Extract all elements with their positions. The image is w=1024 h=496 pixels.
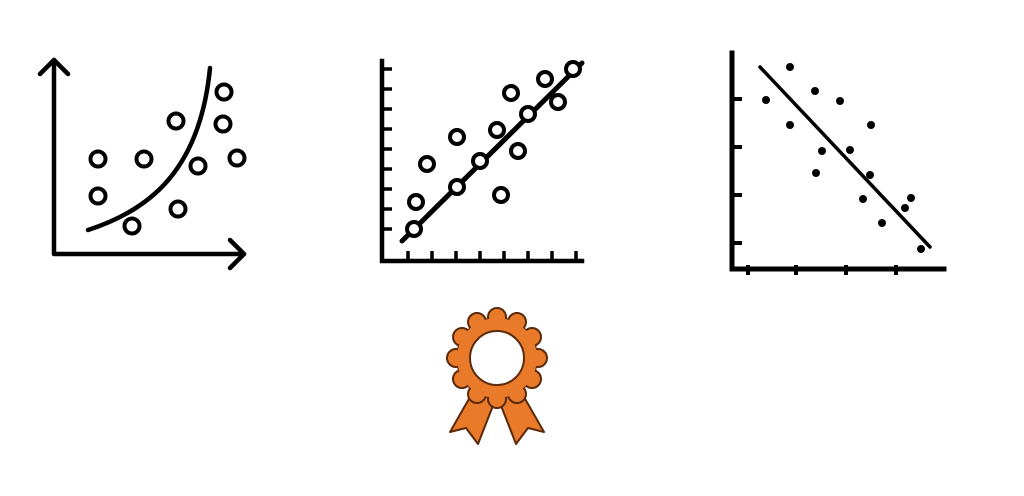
trend-curve	[85, 65, 213, 233]
data-point	[418, 155, 436, 173]
data-point	[917, 245, 925, 253]
y-ticks	[732, 97, 742, 245]
x-ticks	[406, 251, 578, 261]
data-point	[549, 93, 567, 111]
data-point	[878, 219, 886, 227]
data-point	[488, 121, 506, 139]
data-point	[818, 147, 826, 155]
axes	[37, 57, 247, 271]
data-point	[564, 60, 582, 78]
x-ticks	[746, 265, 898, 275]
data-point	[519, 105, 537, 123]
data-point	[812, 169, 820, 177]
data-point	[122, 216, 142, 236]
data-point	[836, 97, 844, 105]
data-point	[492, 186, 510, 204]
data-point	[907, 194, 915, 202]
axes	[729, 50, 947, 272]
rosette-center	[469, 330, 525, 386]
data-point	[134, 149, 154, 169]
data-point	[867, 121, 875, 129]
data-point	[866, 171, 874, 179]
data-point	[448, 128, 466, 146]
data-point	[502, 84, 520, 102]
data-points	[88, 82, 247, 236]
trend-line	[399, 60, 585, 244]
scatter-curve-fit-icon	[30, 50, 260, 275]
data-point	[846, 146, 854, 154]
data-point	[786, 63, 794, 71]
award-ribbon-icon	[438, 302, 556, 452]
data-point	[88, 186, 108, 206]
data-point	[811, 87, 819, 95]
data-point	[859, 195, 867, 203]
data-point	[88, 149, 108, 169]
data-point	[786, 121, 794, 129]
data-point	[188, 156, 208, 176]
data-point	[166, 111, 186, 131]
data-point	[168, 199, 188, 219]
trend-line	[758, 65, 932, 249]
data-point	[405, 220, 423, 238]
data-point	[901, 204, 909, 212]
data-point	[448, 178, 466, 196]
data-point	[762, 96, 770, 104]
data-point	[471, 152, 489, 170]
data-point	[509, 142, 527, 160]
scatter-linear-fit-icon	[370, 55, 600, 270]
scatter-negative-trend-icon	[720, 45, 955, 280]
data-points	[762, 63, 925, 253]
data-point	[407, 193, 425, 211]
data-point	[214, 82, 234, 102]
data-point	[536, 70, 554, 88]
data-points	[405, 60, 582, 238]
data-point	[213, 114, 233, 134]
data-point	[227, 148, 247, 168]
y-ticks	[382, 67, 392, 231]
